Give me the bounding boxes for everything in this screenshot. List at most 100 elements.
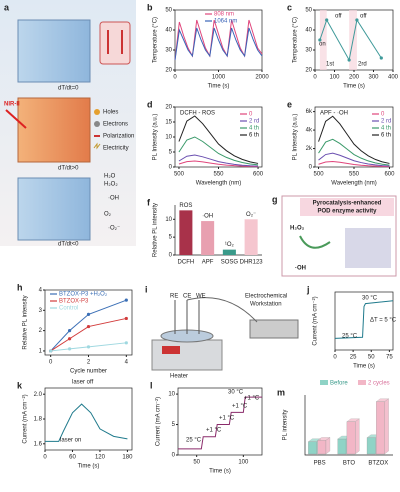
series-line [45,403,128,442]
x-tick-label: 75 [386,355,393,361]
y-tick-label: 6k [306,109,313,115]
panel-label: l [150,380,153,390]
x-tick-label: 500 [174,172,185,178]
arrows [107,30,123,54]
plot-frame [177,387,263,456]
legend-swatch [320,380,328,385]
panel-label: d [147,99,153,109]
marker [67,347,72,351]
x-axis-label: Time (s) [208,84,230,90]
y-tick-label: 5 [172,422,176,428]
species: ·OH [108,196,119,202]
bar-side [325,437,331,455]
bar [222,249,236,255]
y-tick-label: 50 [165,8,172,14]
series-line [318,115,390,164]
x-tick-label: 100 [238,460,249,466]
x-tick-label: 400 [388,75,399,81]
legend-text: Before [330,381,348,387]
annotation: +1 °C [232,404,248,410]
y-tick-label: 10 [165,217,172,223]
g-crystal [345,228,391,268]
bar-front [308,441,317,455]
marker [124,341,128,345]
x-tick-label: BTZOX [368,461,388,467]
y-axis-label: PL intensity [283,410,289,441]
bar [244,219,258,255]
bar [179,210,193,255]
y-tick-label: 0 [309,165,313,171]
panel-label: b [147,2,153,12]
marker [86,345,91,349]
bar-front [366,437,376,455]
annotation: laser off [72,380,94,386]
x-tick-label: 50 [193,460,200,466]
marker [318,38,322,42]
legend-text: 2 rd [381,119,391,125]
state: dT/dt=0 [58,86,79,92]
x-tick-label: 550 [349,172,360,178]
y-axis-label: Temperature (°C) [153,17,159,63]
marker [379,56,383,60]
annotation: off [335,14,342,20]
series-line [50,299,127,352]
marker [124,316,128,321]
bar-front [346,421,356,455]
series-line [318,160,390,168]
annotation: on [319,42,326,48]
i-label: Heater [170,374,188,380]
panel-label: g [272,194,278,204]
x-axis-label: Time (s) [78,464,100,470]
panel-label: e [287,99,292,109]
x-axis-label: Wavelength (nm) [331,181,376,187]
g-header [300,198,394,216]
x-tick-label: 300 [368,75,379,81]
y-tick-label: 1 [39,349,43,355]
icon [94,109,100,115]
x-tick-label: 200 [349,75,360,81]
x-axis-label: Time (s) [343,84,365,90]
series-line [178,115,259,164]
y-tick-label: 4 [39,288,43,294]
crystal [17,97,91,163]
y-tick-label: 2k [306,146,313,152]
annotation: 1st [326,62,334,68]
state: dT/dt>0 [58,166,79,172]
annotation: 30 °C [228,390,244,396]
marker [355,18,359,22]
y-tick-label: 0 [172,453,176,459]
bar-front [337,438,347,455]
y-tick-label: 5 [169,150,173,156]
g-title: Pyrocatalysis-enhanced [313,201,382,207]
legend-text: 0 [381,112,385,118]
series-line [334,300,394,339]
series-line [178,136,259,166]
y-tick-label: 50 [305,8,312,14]
workstation [249,319,299,339]
legend-text: 4 th [249,126,259,132]
i-label: WE [196,294,206,300]
annotation: ROS [179,203,192,209]
annotation: 2rd [358,62,367,68]
bar [201,221,215,255]
series-line [50,342,127,352]
heater [151,339,223,371]
annotation: 30 °C [362,296,378,302]
annotation: ·OH [202,214,213,220]
y-axis-label: Relative PL intensity [23,295,29,349]
legend-text: 2 rd [249,119,259,125]
series-line [178,160,259,168]
series-line [174,19,263,61]
x-tick-label: 600 [253,172,264,178]
x-tick-label: DCFH [178,260,195,266]
series-line [178,396,262,450]
laser [5,109,27,129]
crystal [17,177,91,241]
x-tick-label: DHR123 [240,260,264,266]
panel-label: c [287,2,292,12]
legend-text: BTZOX-P3 +H₂O₂ [59,292,108,298]
y-tick-label: 3 [39,308,43,314]
annotation: ¹O₂ [225,242,235,248]
y-tick-label: 20 [165,105,172,111]
